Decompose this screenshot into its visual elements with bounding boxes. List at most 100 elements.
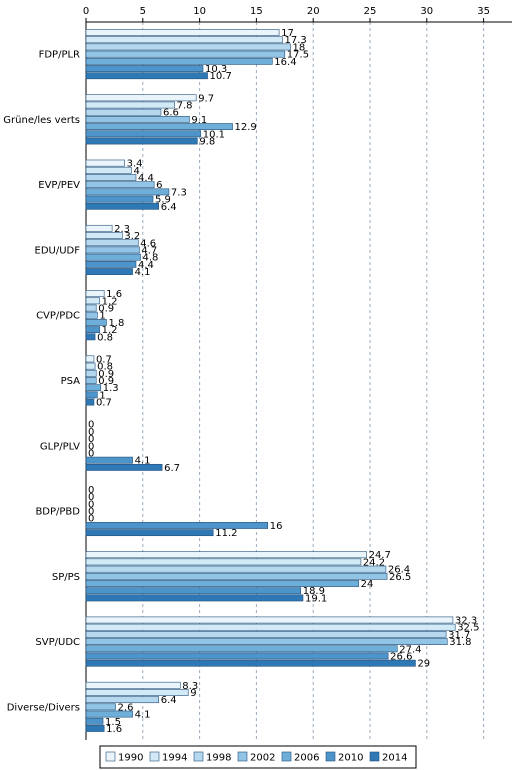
value-label: 0 — [88, 434, 94, 445]
value-label: 19.1 — [305, 593, 327, 604]
value-label: 0 — [88, 448, 94, 459]
legend-swatch — [105, 751, 116, 762]
value-label: 17.5 — [287, 50, 309, 61]
bar — [85, 232, 123, 239]
value-label: 12.9 — [235, 122, 257, 133]
value-label: 18.9 — [303, 586, 325, 597]
legend-swatch — [193, 751, 204, 762]
value-label: 18 — [292, 42, 305, 53]
value-label: 1.6 — [106, 724, 122, 735]
value-label: 0.9 — [98, 369, 114, 380]
value-label: 6.4 — [161, 695, 177, 706]
bar — [85, 551, 367, 559]
value-label: 26.6 — [390, 651, 412, 662]
y-tick-label: Grüne/les verts — [3, 115, 80, 126]
legend-label: 1998 — [206, 753, 231, 764]
bar — [85, 696, 160, 704]
value-label: 4.1 — [135, 456, 151, 467]
value-label: 0 — [88, 514, 94, 525]
value-label: 6 — [156, 180, 162, 191]
value-label: 9.1 — [191, 115, 207, 126]
value-label: 6.6 — [163, 108, 179, 119]
bar — [85, 369, 97, 377]
x-tick-label: 30 — [420, 6, 433, 17]
legend-swatch — [325, 751, 336, 762]
value-label: 24 — [361, 579, 374, 590]
value-label: 29 — [417, 659, 430, 670]
bar — [85, 224, 113, 232]
value-label: 4.1 — [135, 710, 151, 721]
bar — [85, 377, 97, 384]
value-label: 31.7 — [448, 630, 470, 641]
value-label: 4.4 — [138, 173, 154, 184]
legend-swatch — [369, 751, 380, 762]
bar — [85, 326, 100, 334]
bar — [85, 333, 96, 341]
value-label: 0 — [88, 492, 94, 503]
y-tick-label: SVP/UDC — [35, 637, 80, 648]
value-label: 0 — [88, 507, 94, 518]
y-tick-label: Diverse/Divers — [7, 702, 80, 713]
bar — [85, 456, 133, 464]
bar — [85, 659, 416, 667]
legend-swatch — [149, 751, 160, 762]
bar — [85, 645, 398, 653]
x-tick-label: 10 — [193, 6, 206, 17]
value-label: 4.1 — [135, 267, 151, 278]
value-label: 3.4 — [127, 159, 143, 170]
value-label: 17 — [281, 28, 294, 39]
bar — [85, 522, 269, 529]
y-tick-label: BDP/PBD — [35, 507, 80, 518]
value-label: 4.4 — [138, 260, 154, 271]
value-label: 3.2 — [124, 231, 140, 242]
bar — [85, 362, 96, 370]
legend-label: 1994 — [162, 753, 187, 764]
value-label: 0 — [88, 485, 94, 496]
bar — [85, 123, 233, 131]
bar — [85, 558, 362, 566]
value-label: 32.5 — [457, 623, 479, 634]
value-label: 0 — [88, 499, 94, 510]
bar — [85, 565, 387, 573]
value-label: 1.3 — [103, 383, 119, 394]
bar — [85, 652, 389, 660]
value-label: 0 — [88, 441, 94, 452]
value-label: 7.3 — [171, 187, 187, 198]
bar — [85, 130, 202, 138]
bar — [85, 202, 160, 210]
value-label: 0.7 — [96, 354, 112, 365]
value-label: 0.8 — [97, 362, 113, 373]
bar — [85, 57, 273, 65]
bar — [85, 29, 280, 36]
bar — [85, 572, 388, 580]
value-label: 1.2 — [102, 296, 118, 307]
bar — [85, 681, 181, 689]
bar — [85, 384, 102, 392]
bar — [85, 319, 107, 326]
value-label: 26.4 — [388, 565, 410, 576]
value-label: 16 — [270, 521, 283, 532]
y-tick-label: SP/PS — [52, 572, 80, 583]
value-label: 9.8 — [199, 137, 215, 148]
value-label: 0.9 — [98, 304, 114, 315]
value-label: 4.6 — [140, 238, 156, 249]
value-label: 4.8 — [143, 253, 159, 264]
bar — [85, 616, 454, 624]
bar — [85, 166, 132, 174]
bar — [85, 36, 283, 44]
bar — [85, 623, 456, 631]
bar — [85, 94, 197, 102]
bar — [85, 246, 140, 254]
y-tick-label: PSA — [61, 376, 81, 387]
bar — [85, 72, 208, 80]
value-label: 24.2 — [363, 557, 385, 568]
bar — [85, 65, 204, 72]
value-label: 0.9 — [98, 376, 114, 387]
bar — [85, 101, 175, 109]
bar — [85, 398, 95, 406]
value-label: 5.9 — [155, 195, 171, 206]
bar — [85, 116, 190, 123]
value-label: 4.7 — [141, 245, 157, 256]
bar — [85, 50, 286, 58]
value-label: 1 — [99, 311, 105, 322]
